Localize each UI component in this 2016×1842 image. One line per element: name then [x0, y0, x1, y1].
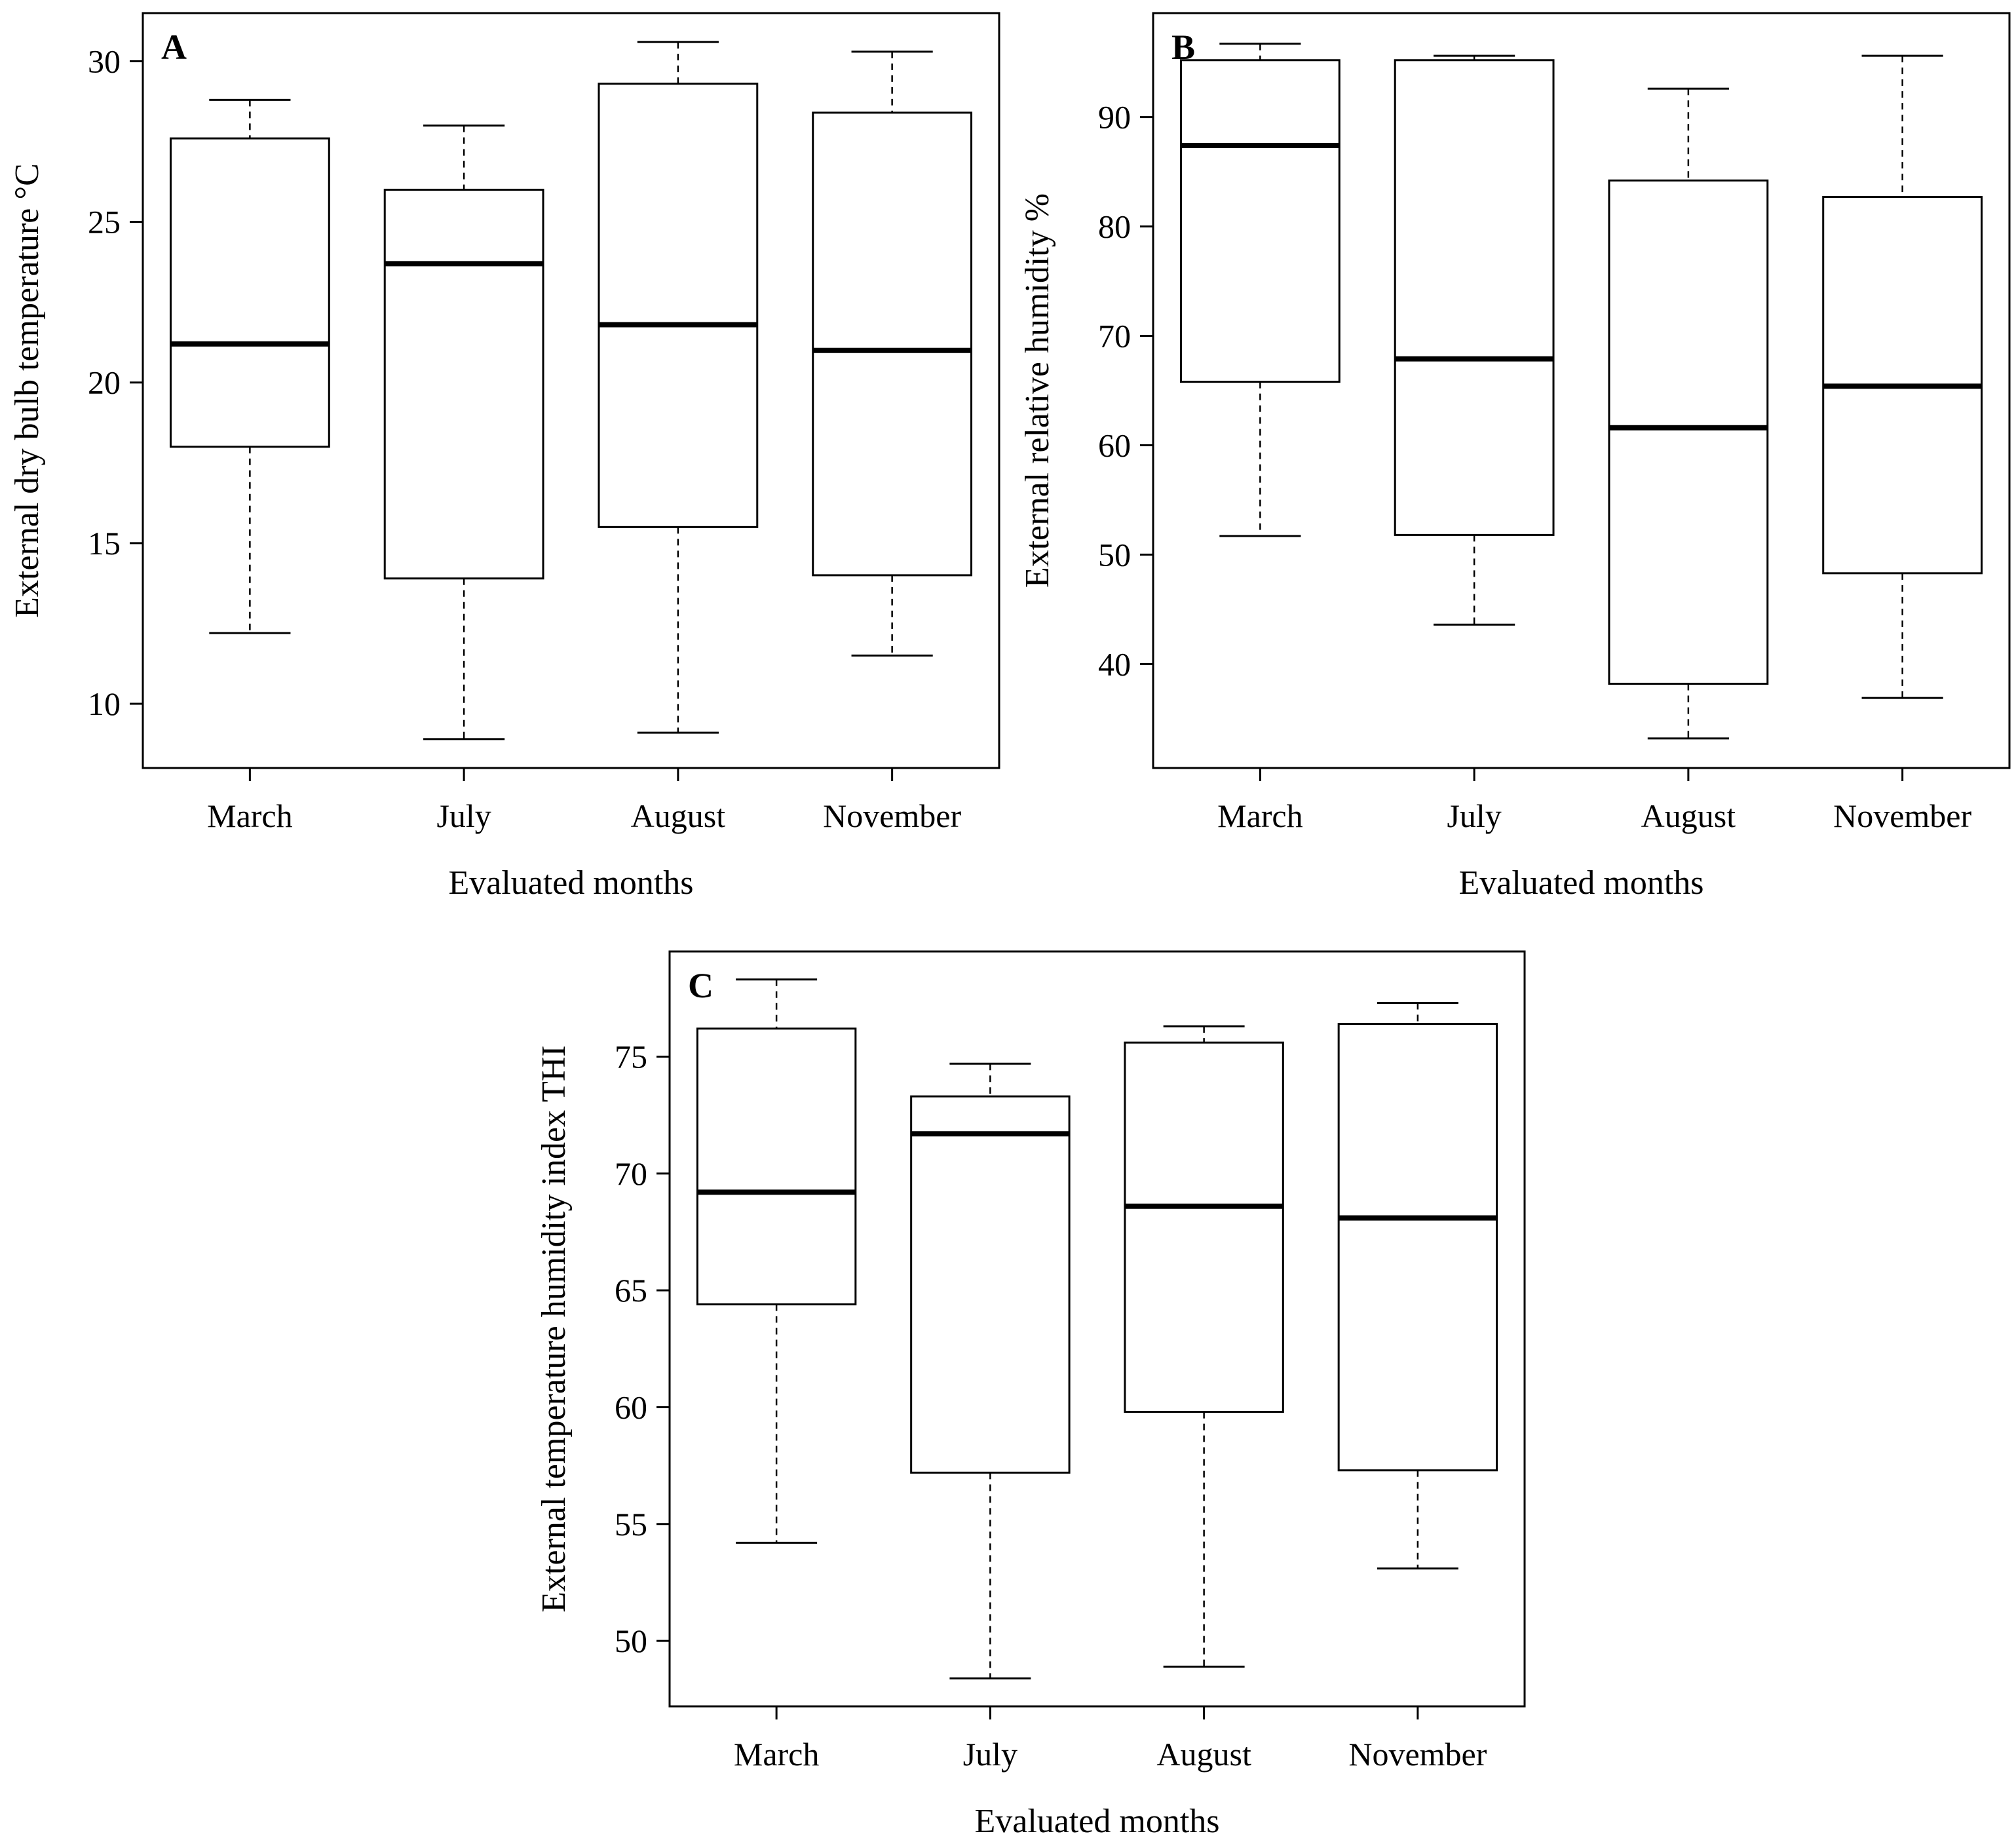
box-november [1337, 1001, 1498, 1570]
y-axis-title: External dry bulb temperature °C [9, 163, 46, 618]
x-tick-label: March [734, 1736, 820, 1773]
x-tick-label: November [1833, 797, 1971, 834]
y-tick-label: 40 [1098, 645, 1131, 682]
panel-letter: A [161, 28, 187, 67]
y-tick-label: 30 [88, 43, 121, 80]
x-tick-label: July [436, 797, 491, 834]
box-march [1179, 43, 1341, 537]
box-july [910, 1062, 1071, 1679]
box-march [169, 98, 330, 634]
y-tick-label: 70 [1098, 318, 1131, 355]
iqr-box [598, 83, 759, 528]
y-tick-label: 50 [615, 1622, 647, 1659]
y-axis-title: External temperature humidity index THI [535, 1045, 573, 1612]
iqr-box [1337, 1023, 1498, 1472]
plot-frame [668, 950, 1526, 1708]
y-tick-label: 20 [88, 364, 121, 401]
panel-letter: C [688, 966, 713, 1005]
x-tick-label: March [1217, 797, 1303, 834]
box-august [1608, 87, 1769, 740]
x-axis-title: Evaluated months [974, 1803, 1219, 1840]
y-tick-label: 55 [615, 1506, 647, 1543]
box-august [1124, 1025, 1284, 1668]
iqr-box [812, 111, 973, 577]
iqr-box [1394, 59, 1555, 536]
iqr-box [169, 137, 330, 448]
iqr-box [696, 1027, 857, 1306]
y-axis-title: External relative humidity % [1019, 193, 1056, 588]
box-august [598, 41, 759, 734]
y-tick-label: 60 [615, 1389, 647, 1425]
y-tick-label: 70 [615, 1155, 647, 1192]
plot-frame [1152, 12, 2011, 769]
y-tick-label: 65 [615, 1272, 647, 1309]
x-axis-title: Evaluated months [448, 864, 693, 902]
iqr-box [910, 1095, 1071, 1474]
box-march [696, 978, 857, 1544]
y-tick-label: 60 [1098, 427, 1131, 463]
y-tick-label: 10 [88, 685, 121, 722]
x-tick-label: August [1156, 1736, 1251, 1773]
x-tick-label: August [631, 797, 726, 834]
iqr-box [383, 189, 544, 580]
x-axis-title: Evaluated months [1458, 864, 1703, 902]
chart-panel-c: 50 55 60 65 70 75 March July August November Evalu… [535, 950, 1526, 1840]
y-tick-label: 50 [1098, 536, 1131, 573]
chart-panel-b: 40 50 60 70 80 90 March July August November Evalu… [1019, 12, 2011, 902]
box-july [1394, 54, 1555, 626]
iqr-box [1124, 1041, 1284, 1413]
y-tick-label: 75 [615, 1038, 647, 1075]
x-tick-label: November [823, 797, 961, 834]
x-tick-label: July [1447, 797, 1501, 834]
box-november [812, 50, 973, 657]
y-tick-label: 15 [88, 525, 121, 562]
x-tick-label: August [1641, 797, 1736, 834]
iqr-box [1608, 179, 1769, 685]
plot-frame [142, 12, 1000, 769]
iqr-box [1179, 59, 1341, 383]
box-july [383, 125, 544, 740]
y-tick-label: 90 [1098, 99, 1131, 136]
y-tick-label: 80 [1098, 208, 1131, 245]
x-tick-label: July [963, 1736, 1018, 1773]
box-november [1822, 54, 1983, 699]
x-tick-label: March [207, 797, 293, 834]
chart-panel-a: 10 15 20 25 30 March July August November Evaluat… [9, 12, 1000, 902]
y-tick-label: 25 [88, 204, 121, 240]
x-tick-label: November [1348, 1736, 1487, 1773]
